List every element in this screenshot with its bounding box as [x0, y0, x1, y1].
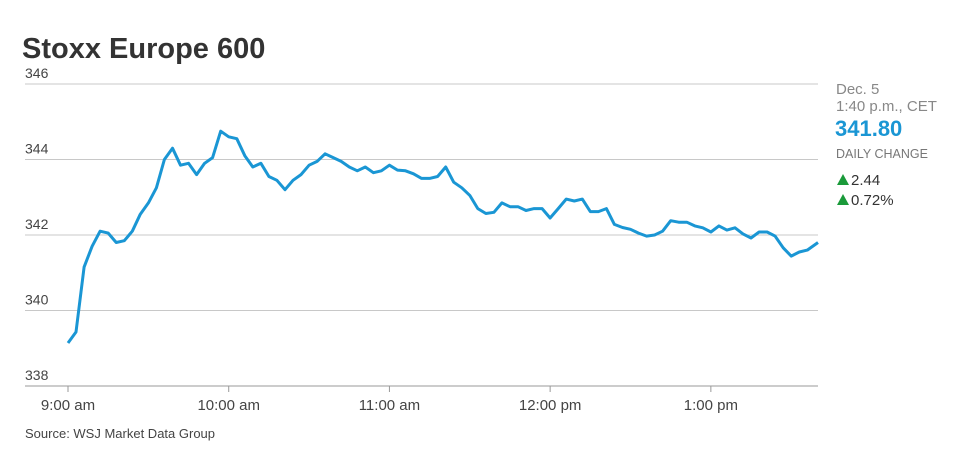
- panel-change: 2.44: [851, 172, 880, 189]
- up-arrow: [837, 194, 849, 205]
- x-tick-label: 9:00 am: [41, 397, 95, 414]
- panel-date: Dec. 5: [836, 81, 879, 98]
- y-tick-label: 344: [25, 141, 49, 157]
- x-tick-label: 11:00 am: [359, 397, 420, 414]
- y-tick-label: 340: [25, 292, 49, 308]
- x-tick-label: 1:00 pm: [684, 397, 738, 414]
- up-arrow: [837, 174, 849, 185]
- price-line: [66, 129, 819, 344]
- y-tick-label: 338: [25, 367, 49, 383]
- chart-title: Stoxx Europe 600: [22, 33, 265, 65]
- x-tick-label: 12:00 pm: [519, 397, 582, 414]
- y-tick-label: 346: [25, 65, 49, 81]
- source: Source: WSJ Market Data Group: [25, 426, 215, 441]
- panel-time: 1:40 p.m., CET: [836, 98, 937, 115]
- panel-last: 341.80: [835, 116, 902, 141]
- panel-change-pct: 0.72%: [851, 192, 894, 209]
- x-tick-label: 10:00 am: [197, 397, 260, 414]
- y-tick-label: 342: [25, 216, 49, 232]
- panel-change-label: DAILY CHANGE: [836, 147, 928, 161]
